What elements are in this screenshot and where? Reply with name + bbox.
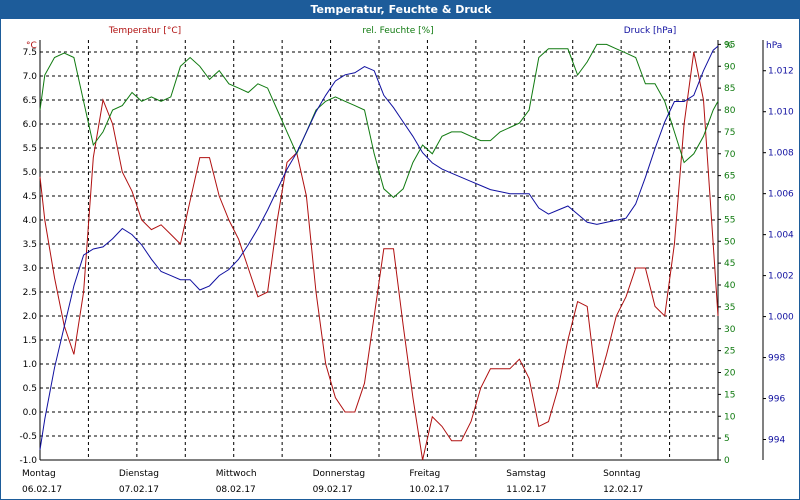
day-name-label: Montag xyxy=(22,469,56,479)
pressure-tick-label: 1.000 xyxy=(768,313,794,323)
axis-labels: -1.0 -0.5 0.0 0.5 1.0 1.5 2.0 2.5 3.0 3.5 4.0 4.5 5.… xyxy=(19,26,794,495)
humidity-tick-label: 0 xyxy=(724,456,730,466)
temp-tick-label: 4.5 xyxy=(23,192,37,202)
window-title: Temperatur, Feuchte & Druck xyxy=(1,1,800,19)
pressure-tick-label: 1.006 xyxy=(768,190,794,200)
humidity-tick-label: 85 xyxy=(724,84,735,94)
humidity-tick-label: 10 xyxy=(724,412,736,422)
pressure-tick-label: 994 xyxy=(768,436,785,446)
day-date-label: 08.02.17 xyxy=(216,485,256,495)
day-date-label: 07.02.17 xyxy=(119,485,159,495)
temp-tick-label: 1.0 xyxy=(23,360,38,370)
axes xyxy=(39,40,766,461)
temp-tick-label: 7.5 xyxy=(23,48,37,58)
pressure-tick-label: 1.008 xyxy=(768,149,794,159)
temp-tick-label: 0.5 xyxy=(23,384,37,394)
legend-entry: rel. Feuchte [%] xyxy=(362,26,433,36)
humidity-tick-label: 95 xyxy=(724,40,735,50)
pressure-tick-label: 998 xyxy=(768,354,785,364)
pressure-tick-label: 996 xyxy=(768,395,785,405)
day-name-label: Sonntag xyxy=(603,469,640,479)
humidity-tick-label: 15 xyxy=(724,390,735,400)
humidity-tick-label: 5 xyxy=(724,434,730,444)
humidity-tick-label: 75 xyxy=(724,128,735,138)
humidity-line xyxy=(39,43,719,199)
humidity-tick-label: 90 xyxy=(724,62,736,72)
temp-tick-label: 0.0 xyxy=(23,408,38,418)
temperature-line xyxy=(39,51,719,461)
day-name-label: Dienstag xyxy=(119,469,159,479)
temp-tick-label: 5.5 xyxy=(23,144,37,154)
pressure-tick-label: 1.002 xyxy=(768,272,794,282)
humidity-tick-label: 70 xyxy=(724,150,736,160)
day-name-label: Freitag xyxy=(409,469,440,479)
day-date-label: 10.02.17 xyxy=(409,485,449,495)
humidity-tick-label: 35 xyxy=(724,303,735,313)
temp-tick-label: 4.0 xyxy=(23,216,38,226)
day-name-label: Donnerstag xyxy=(313,469,366,479)
humidity-tick-label: 55 xyxy=(724,215,735,225)
series-lines xyxy=(39,43,719,461)
temp-tick-label: -0.5 xyxy=(19,432,37,442)
pressure-tick-label: 1.010 xyxy=(768,108,794,118)
legend-entry: Temperatur [°C] xyxy=(108,26,181,36)
temp-tick-label: 7.0 xyxy=(23,72,38,82)
pressure-tick-label: 1.004 xyxy=(768,231,794,241)
humidity-unit-label: % xyxy=(724,41,733,51)
temp-tick-label: 2.5 xyxy=(23,288,37,298)
humidity-tick-label: 80 xyxy=(724,106,736,116)
temp-tick-label: 3.0 xyxy=(23,264,38,274)
temp-tick-label: 6.5 xyxy=(23,96,37,106)
pressure-tick-label: 1.012 xyxy=(768,67,794,77)
temp-tick-label: 6.0 xyxy=(23,120,38,130)
day-date-label: 11.02.17 xyxy=(506,485,546,495)
temp-tick-label: 5.0 xyxy=(23,168,38,178)
pressure-unit-label: hPa xyxy=(766,41,782,51)
temp-tick-label: 2.0 xyxy=(23,312,38,322)
humidity-tick-label: 60 xyxy=(724,194,736,204)
humidity-tick-label: 65 xyxy=(724,172,735,182)
day-date-label: 12.02.17 xyxy=(603,485,643,495)
day-name-label: Samstag xyxy=(506,469,545,479)
temp-unit-label: °C xyxy=(26,41,37,51)
temp-tick-label: 3.5 xyxy=(23,240,37,250)
humidity-tick-label: 30 xyxy=(724,325,736,335)
temp-tick-label: 1.5 xyxy=(23,336,37,346)
humidity-tick-label: 50 xyxy=(724,237,736,247)
day-name-label: Mittwoch xyxy=(216,469,257,479)
pressure-line xyxy=(39,45,719,450)
humidity-tick-label: 20 xyxy=(724,369,736,379)
temp-tick-label: -1.0 xyxy=(19,456,37,466)
day-date-label: 06.02.17 xyxy=(22,485,62,495)
humidity-tick-label: 45 xyxy=(724,259,735,269)
grid-lines xyxy=(39,40,719,461)
humidity-tick-label: 40 xyxy=(724,281,736,291)
day-date-label: 09.02.17 xyxy=(313,485,353,495)
legend-entry: Druck [hPa] xyxy=(624,26,677,36)
humidity-tick-label: 25 xyxy=(724,347,735,357)
